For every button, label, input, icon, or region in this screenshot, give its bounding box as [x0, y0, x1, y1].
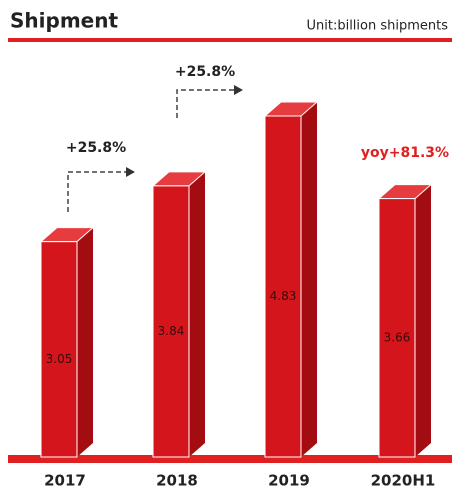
value-label: 3.05	[46, 352, 73, 366]
value-label: 3.84	[158, 324, 185, 338]
value-label: 3.66	[384, 330, 411, 344]
x-tick-label: 2020H1	[371, 472, 436, 490]
bar-side	[77, 227, 93, 457]
header-rule	[8, 38, 452, 42]
bar-side	[189, 171, 205, 457]
chart-title: Shipment	[10, 9, 118, 33]
value-label: 4.83	[270, 289, 297, 303]
annotation: +25.8%	[66, 140, 126, 156]
bar	[152, 185, 190, 458]
growth-arrow	[67, 171, 128, 212]
arrowhead	[234, 85, 243, 95]
x-tick-label: 2019	[268, 472, 310, 490]
growth-arrow	[176, 89, 236, 118]
unit-label: Unit:billion shipments	[306, 19, 448, 34]
annotation: yoy+81.3%	[361, 145, 449, 161]
arrowhead	[126, 167, 135, 177]
annotation: +25.8%	[175, 64, 235, 80]
bar-side	[415, 184, 431, 457]
bar-side	[301, 102, 317, 457]
x-tick-label: 2017	[44, 472, 86, 490]
bar	[264, 115, 302, 458]
bar	[378, 198, 416, 458]
bar	[40, 241, 78, 458]
x-tick-label: 2018	[156, 472, 198, 490]
baseline-bar	[8, 455, 452, 463]
